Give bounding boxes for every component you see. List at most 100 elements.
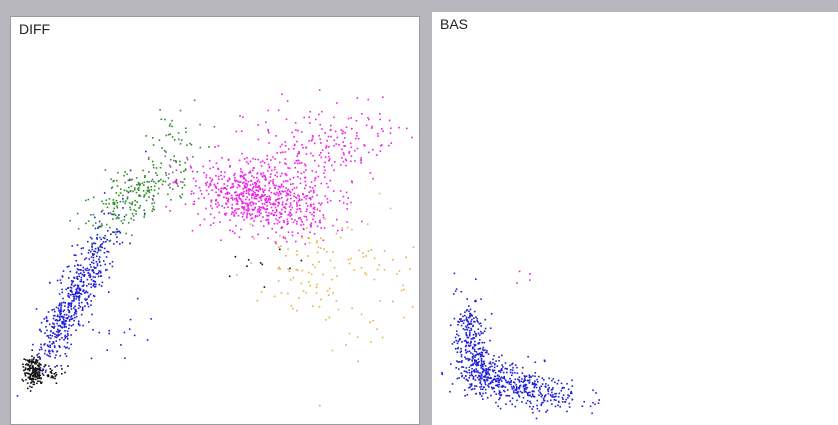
scatter-point (43, 318, 46, 320)
scatter-point (16, 395, 19, 397)
scatter-point (498, 356, 500, 358)
scatter-point (197, 213, 199, 215)
scatter-point (64, 305, 66, 307)
scatter-point (550, 399, 552, 402)
scatter-point (184, 168, 187, 170)
scatter-point (297, 176, 299, 178)
scatter-point (213, 216, 216, 219)
scatter-point (68, 324, 71, 326)
scatter-point (126, 173, 128, 176)
scatter-point (135, 213, 137, 215)
scatter-point (51, 343, 53, 345)
scatter-point (267, 130, 270, 132)
scatter-point (70, 334, 72, 336)
scatter-point (482, 398, 484, 400)
scatter-point (496, 380, 498, 382)
scatter-point (499, 377, 502, 380)
scatter-point (581, 405, 584, 407)
scatter-point (274, 211, 276, 214)
scatter-point (355, 119, 358, 122)
scatter-point (66, 330, 69, 332)
scatter-point (498, 360, 500, 362)
scatter-point (284, 141, 286, 143)
scatter-point (88, 268, 91, 271)
scatter-point (470, 364, 472, 367)
scatter-point (27, 360, 29, 362)
scatter-point (342, 130, 344, 132)
scatter-point (539, 391, 541, 394)
scatter-point (231, 211, 234, 213)
scatter-point (301, 131, 303, 133)
scatter-point (58, 303, 61, 306)
scatter-point (495, 393, 497, 395)
scatter-point (252, 192, 255, 195)
scatter-point (362, 252, 364, 254)
scatter-point (290, 214, 293, 216)
scatter-point (134, 204, 136, 206)
scatter-point (97, 272, 100, 274)
scatter-point (282, 190, 284, 193)
scatter-point (360, 313, 363, 316)
scatter-point (372, 319, 374, 322)
scatter-point (493, 366, 496, 369)
scatter-point (316, 225, 319, 228)
scatter-point (479, 380, 482, 382)
scatter-point (225, 188, 228, 190)
scatter-point (143, 194, 146, 197)
scatter-point (468, 310, 470, 313)
scatter-point (167, 184, 170, 186)
scatter-point (469, 308, 472, 311)
scatter-point (175, 160, 177, 162)
scatter-point (474, 344, 477, 346)
scatter-point (111, 213, 113, 216)
scatter-point (478, 334, 481, 336)
scatter-point (246, 157, 248, 159)
scatter-point (302, 227, 305, 230)
scatter-point (484, 349, 486, 351)
scatter-point (309, 186, 311, 188)
scatter-point (309, 198, 312, 201)
scatter-point (90, 266, 92, 268)
scatter-point (28, 359, 31, 361)
scatter-point (215, 162, 218, 164)
scatter-point (512, 390, 515, 392)
scatter-point (288, 270, 291, 272)
scatter-point (335, 143, 337, 145)
scatter-point (240, 176, 242, 178)
scatter-point (96, 263, 99, 265)
scatter-point (317, 165, 320, 167)
scatter-point (487, 367, 490, 369)
scatter-point (296, 208, 298, 211)
scatter-point (75, 312, 77, 315)
scatter-point (225, 212, 228, 215)
scatter-point (292, 276, 295, 279)
scatter-point (238, 184, 240, 187)
scatter-point (88, 258, 91, 260)
scatter-point (220, 174, 222, 177)
scatter-point (453, 272, 456, 275)
scatter-point (258, 206, 261, 208)
scatter-point (477, 321, 479, 323)
scatter-point (344, 145, 346, 147)
scatter-point (536, 407, 539, 410)
scatter-point (507, 389, 509, 391)
scatter-point (533, 390, 535, 393)
scatter-point (252, 183, 254, 185)
scatter-point (279, 175, 282, 177)
scatter-point (209, 213, 212, 216)
scatter-point (109, 212, 112, 214)
scatter-point (298, 297, 300, 299)
scatter-point (521, 391, 524, 394)
scatter-point (525, 388, 527, 391)
scatter-point (153, 180, 155, 183)
scatter-point (464, 325, 467, 328)
scatter-point (474, 300, 476, 303)
scatter-point (34, 378, 37, 381)
scatter-point (229, 187, 232, 189)
scatter-point (472, 363, 474, 365)
scatter-point (203, 218, 206, 221)
scatter-point (291, 131, 293, 134)
scatter-point (509, 371, 512, 374)
scatter-point (516, 392, 518, 394)
scatter-point (70, 280, 73, 282)
